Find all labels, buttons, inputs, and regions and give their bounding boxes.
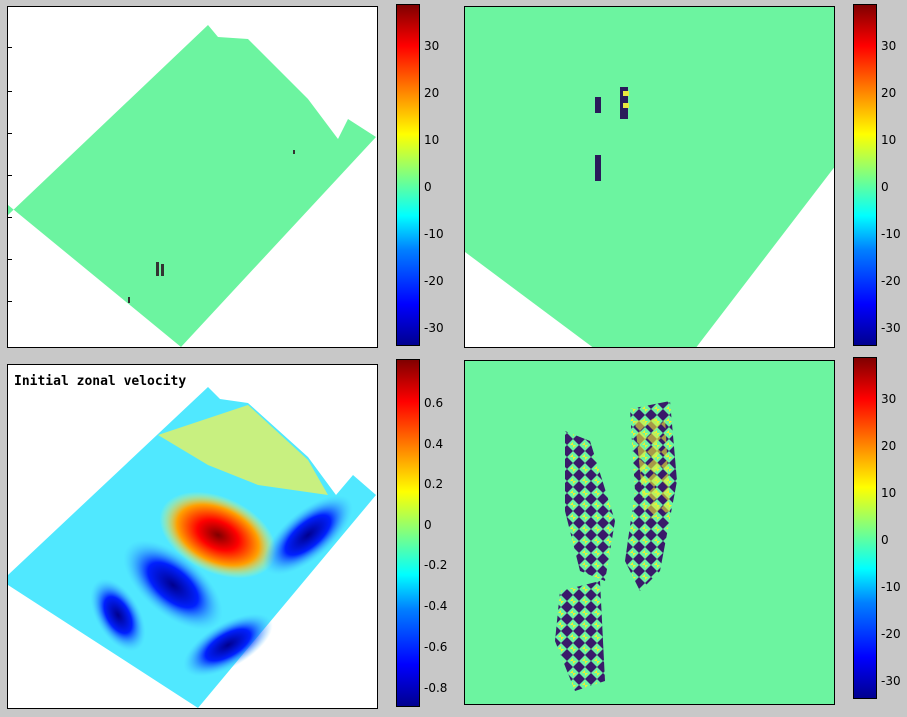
cbar-tick-label: -20	[424, 274, 444, 288]
cbar-tick-label: -30	[424, 321, 444, 335]
cbar-tick-label: -0.2	[424, 558, 448, 572]
cbar-tick-label: 30	[424, 39, 440, 53]
cbar-tick-label: 20	[881, 86, 897, 100]
colorbar-bottom-right	[853, 357, 877, 699]
cbar-tick-label: 0	[881, 533, 889, 547]
colorbar-top-left	[396, 4, 420, 346]
panel-top-left-field	[8, 25, 376, 347]
panel-top-right-field	[465, 7, 834, 347]
cbar-tick-label: -10	[424, 227, 444, 241]
cbar-tick-label: -20	[881, 274, 901, 288]
colorbar-bottom-left	[396, 359, 420, 707]
colorbar-top-right	[853, 4, 877, 346]
panel-bottom-right-axes	[464, 360, 835, 705]
cbar-tick-label: 10	[881, 133, 897, 147]
cbar-tick-label: 10	[881, 486, 897, 500]
cbar-tick-label: -0.4	[424, 599, 448, 613]
panel-top-right-axes	[464, 6, 835, 348]
panel-top-left-axes	[7, 6, 378, 348]
cbar-tick-label: -10	[881, 580, 901, 594]
cbar-tick-label: 0	[424, 180, 432, 194]
cbar-tick-label: 0	[881, 180, 889, 194]
cbar-tick-label: -0.8	[424, 681, 448, 695]
cbar-tick-label: -0.6	[424, 640, 448, 654]
cbar-tick-label: 20	[881, 439, 897, 453]
cbar-tick-label: 30	[881, 39, 897, 53]
cbar-tick-label: -10	[881, 227, 901, 241]
panel-title: Initial zonal velocity	[14, 374, 187, 389]
cbar-tick-label: -20	[881, 627, 901, 641]
panel-bottom-right-field	[555, 401, 677, 691]
panel-bottom-left-axes: Initial zonal velocity	[7, 364, 378, 709]
cbar-tick-label: -30	[881, 674, 901, 688]
cbar-tick-label: 0.2	[424, 477, 444, 491]
cbar-tick-label: 0.6	[424, 396, 444, 410]
cbar-tick-label: 10	[424, 133, 440, 147]
cbar-tick-label: 0	[424, 518, 432, 532]
cbar-tick-label: 30	[881, 392, 897, 406]
cbar-tick-label: 0.4	[424, 437, 444, 451]
cbar-tick-label: 20	[424, 86, 440, 100]
panel-bottom-left-field	[8, 387, 376, 708]
cbar-tick-label: -30	[881, 321, 901, 335]
